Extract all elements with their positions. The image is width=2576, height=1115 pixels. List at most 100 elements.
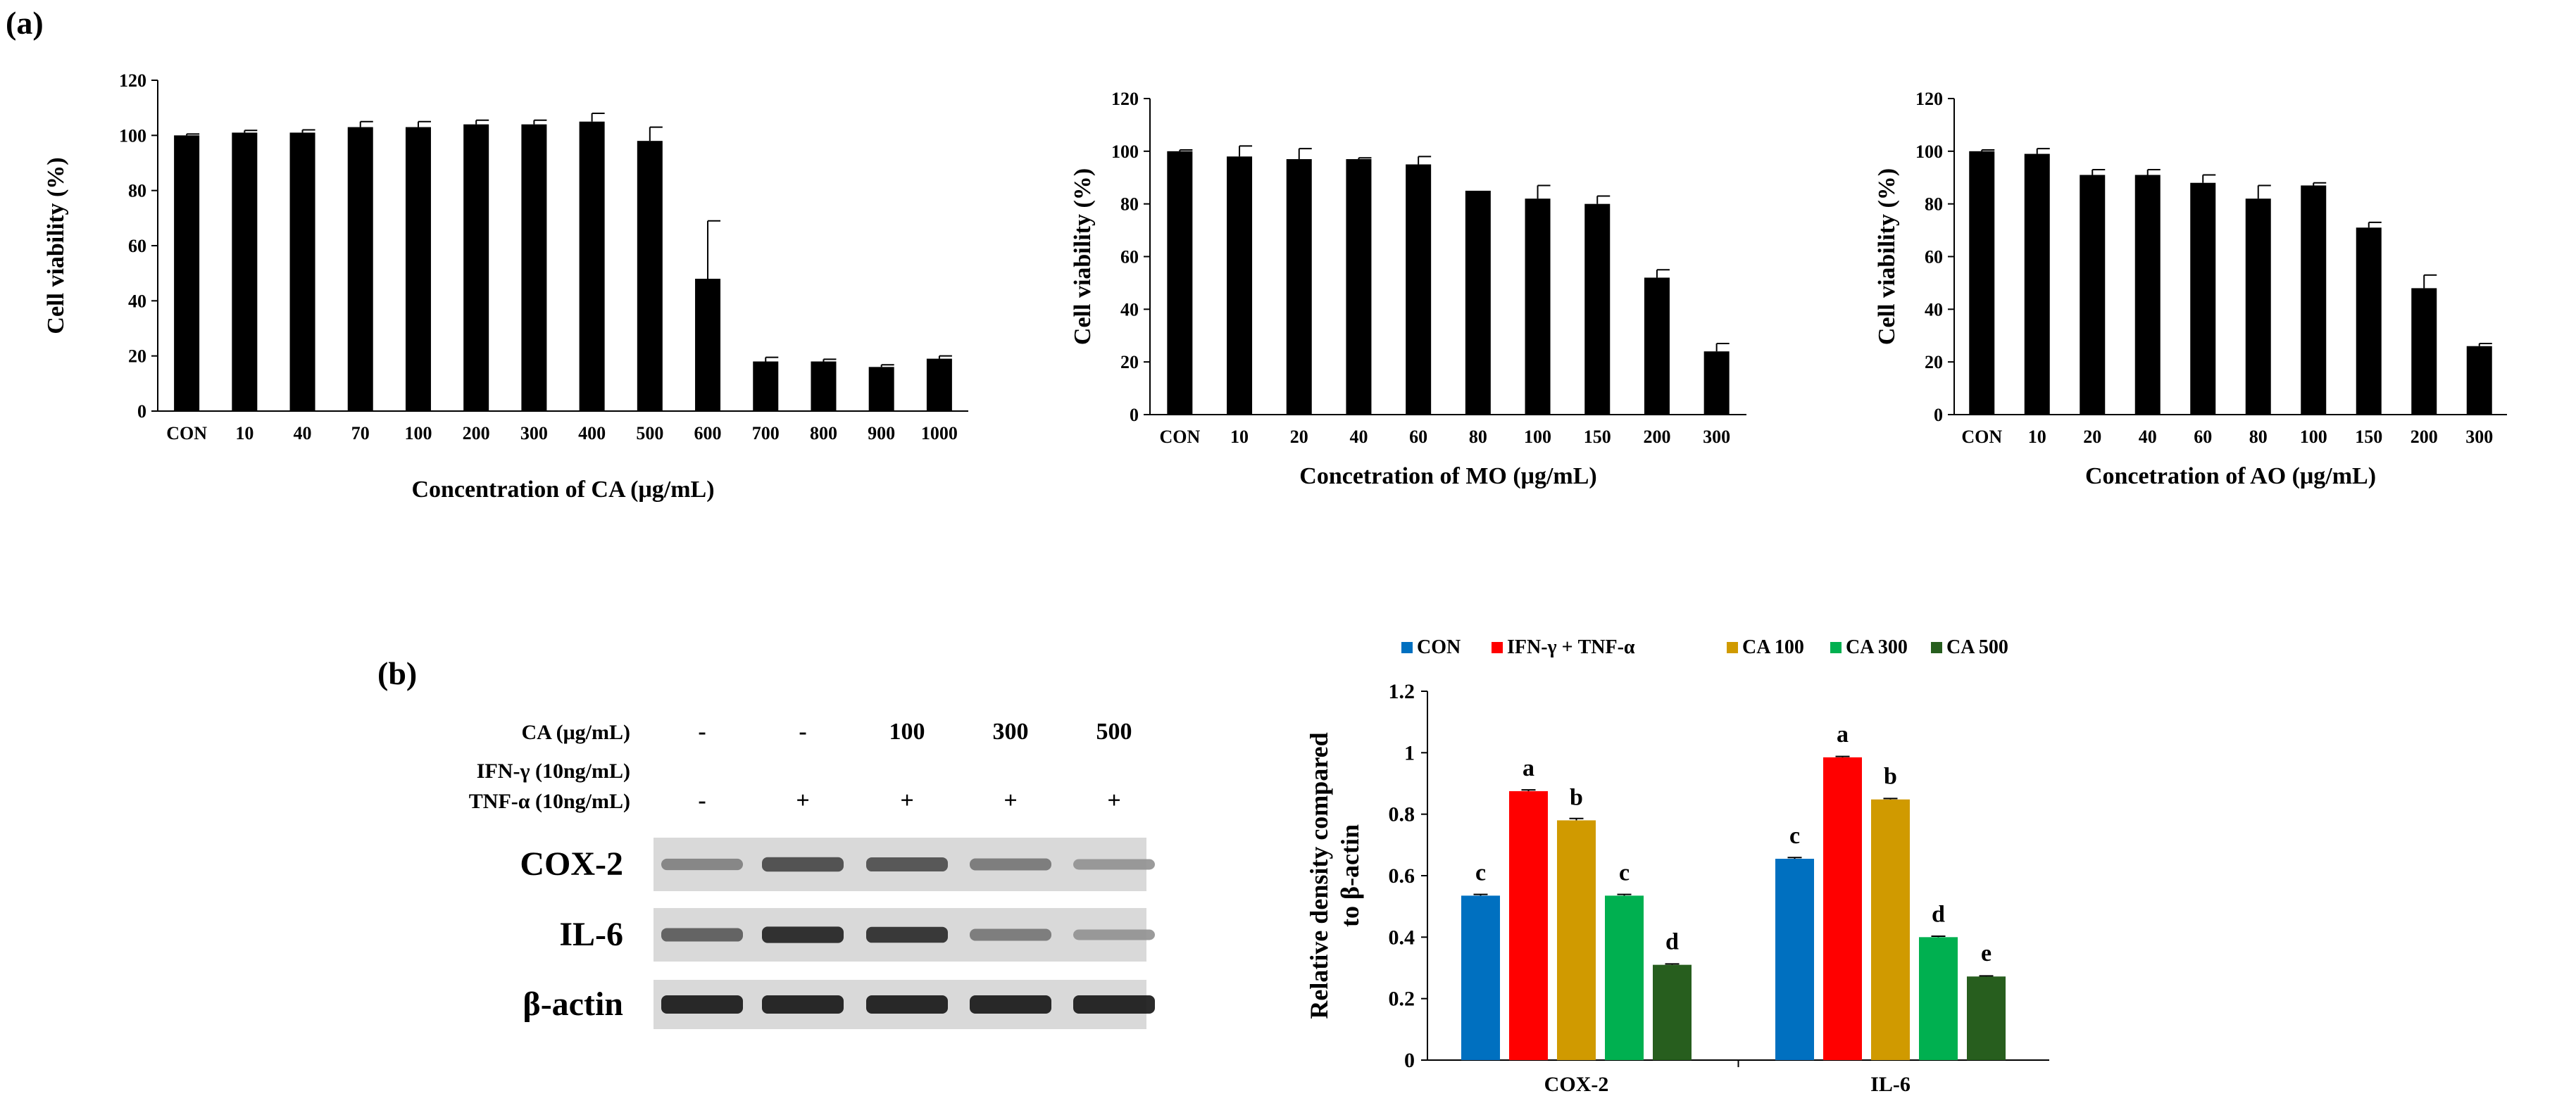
x-tick-label: 700 xyxy=(752,423,780,443)
bar-CON xyxy=(1167,151,1193,415)
western-blot: CA (μg/mL) - - 100 300 500 IFN-γ (10ng/mL) TNF-… xyxy=(469,719,1155,1029)
blot-band xyxy=(661,995,743,1014)
y-tick-label: 0.8 xyxy=(1389,803,1415,826)
bar-1000 xyxy=(926,358,952,411)
x-axis-label: Concetration of MO (μg/mL) xyxy=(1299,463,1596,489)
bar-150 xyxy=(2356,227,2382,415)
bar-300 xyxy=(1703,351,1730,415)
legend-label: CON xyxy=(1417,636,1461,658)
bar-100 xyxy=(2301,185,2327,415)
y-tick-label: 120 xyxy=(1915,89,1943,109)
blot-band xyxy=(970,928,1051,941)
blot-band xyxy=(866,857,948,872)
legend-swatch xyxy=(1931,642,1942,653)
y-tick-label: 100 xyxy=(1915,141,1943,162)
x-tick-label: 70 xyxy=(351,423,370,443)
blot-band xyxy=(970,995,1051,1014)
y-axis-label: Cell viability (%) xyxy=(1070,168,1096,345)
y-tick-label: 20 xyxy=(1120,352,1139,372)
chart-ca-viability: 0 20 40 60 80 100 120 CON 10 40 70 100 200 300 400 500 6… xyxy=(43,70,968,503)
blot-band xyxy=(762,995,844,1014)
y-tick-label: 40 xyxy=(128,291,146,311)
y-tick-label: 60 xyxy=(1925,247,1943,267)
bar-CON xyxy=(1969,151,1995,415)
y-tick-label: 40 xyxy=(1925,299,1943,320)
x-axis-label: Concentration of CA (μg/mL) xyxy=(411,477,714,503)
significance-letter: b xyxy=(1884,764,1897,790)
x-tick-label: 100 xyxy=(2300,427,2327,447)
bar-CA 100 xyxy=(1557,820,1596,1060)
x-tick-label: 300 xyxy=(2465,427,2493,447)
x-tick-label: 40 xyxy=(2139,427,2157,447)
blot-band xyxy=(866,926,948,943)
bar-600 xyxy=(695,279,721,411)
x-tick-label: 80 xyxy=(2249,427,2268,447)
y-tick-label: 1 xyxy=(1404,741,1415,764)
y-tick-label: 1.2 xyxy=(1389,680,1415,703)
bar-300 xyxy=(2466,346,2492,415)
y-tick-label: 0.6 xyxy=(1389,864,1415,888)
legend-label: CA 300 xyxy=(1846,636,1908,658)
bar-40 xyxy=(1346,159,1372,415)
legend-swatch xyxy=(1401,642,1413,653)
x-tick-label: 200 xyxy=(1643,427,1670,447)
bar-300 xyxy=(521,124,547,411)
x-tick-label: 400 xyxy=(578,423,606,443)
blot-band xyxy=(1073,859,1155,870)
bar-70 xyxy=(347,127,373,412)
blot-band xyxy=(762,926,844,943)
bar-CA 300 xyxy=(1919,937,1958,1060)
y-axis-label: Cell viability (%) xyxy=(43,157,69,334)
x-tick-label: 40 xyxy=(1349,427,1368,447)
bar-150 xyxy=(1584,203,1611,415)
y-tick-label: 100 xyxy=(119,125,146,146)
bar-20 xyxy=(2080,175,2106,415)
bar-80 xyxy=(1465,190,1491,415)
legend-label: CA 100 xyxy=(1742,636,1804,658)
condition-value: 100 xyxy=(889,719,925,745)
x-tick-label: 100 xyxy=(1524,427,1551,447)
x-tick-label: CON xyxy=(1159,427,1200,447)
y-tick-label: 60 xyxy=(1120,247,1139,267)
x-tick-label: 10 xyxy=(2028,427,2046,447)
bar-60 xyxy=(1406,164,1432,415)
x-tick-label: 150 xyxy=(1584,427,1611,447)
y-tick-label: 80 xyxy=(128,181,146,201)
bar-700 xyxy=(753,361,779,411)
x-tick-label: 40 xyxy=(294,423,312,443)
bar-400 xyxy=(579,121,605,411)
x-tick-label: 10 xyxy=(1230,427,1249,447)
y-tick-label: 60 xyxy=(128,236,146,256)
y-axis-label: Cell viability (%) xyxy=(1874,168,1900,345)
bar-80 xyxy=(2245,199,2271,415)
chart-ao-viability: 0 20 40 60 80 100 120 CON 10 20 40 60 80 100 150 200 300… xyxy=(1874,89,2507,489)
bar-10 xyxy=(2024,153,2050,415)
bar-IFN-γ + TNF-α xyxy=(1823,757,1862,1060)
legend-label: IFN-γ + TNF-α xyxy=(1507,636,1635,658)
x-tick-label: 10 xyxy=(235,423,254,443)
blot-row-label: IL-6 xyxy=(559,916,623,953)
x-tick-label: CON xyxy=(1961,427,2002,447)
y-tick-label: 80 xyxy=(1120,194,1139,215)
y-tick-label: 40 xyxy=(1120,299,1139,320)
bar-200 xyxy=(463,124,489,411)
y-tick-label: 0 xyxy=(1934,405,1943,425)
condition-value: - xyxy=(698,719,706,745)
bar-CON xyxy=(1461,895,1500,1060)
bar-200 xyxy=(1644,277,1670,415)
x-tick-label: 20 xyxy=(1290,427,1308,447)
x-tick-label: 900 xyxy=(868,423,895,443)
bar-40 xyxy=(2134,175,2161,415)
x-tick-label: 200 xyxy=(2411,427,2438,447)
legend-swatch xyxy=(1727,642,1738,653)
significance-letter: a xyxy=(1523,755,1534,781)
bar-CON xyxy=(1775,858,1814,1060)
bar-CA 500 xyxy=(1967,976,2006,1060)
bar-500 xyxy=(637,141,663,411)
blot-band xyxy=(661,928,743,942)
significance-letter: c xyxy=(1475,859,1486,886)
legend-swatch xyxy=(1830,642,1842,653)
bar-200 xyxy=(2411,288,2437,415)
panel-a-label: (a) xyxy=(6,5,44,41)
x-tick-label: 100 xyxy=(404,423,432,443)
